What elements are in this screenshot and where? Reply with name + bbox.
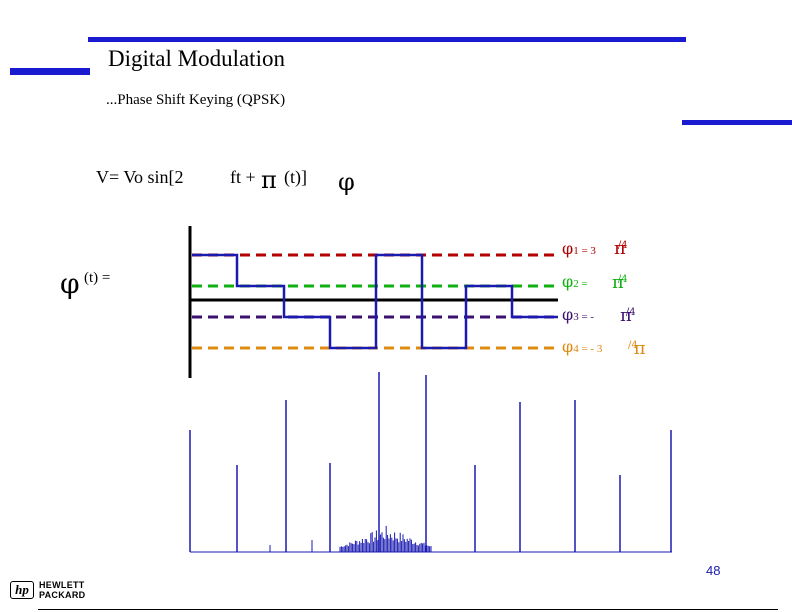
hp-logo-mark: hp	[10, 581, 34, 599]
footer-rule	[38, 609, 778, 610]
right-accent-bar	[682, 120, 792, 125]
phi2-pi-fraction: π/4	[612, 272, 628, 293]
hp-logo: hp HEWLETT PACKARD	[10, 580, 92, 602]
phi3-frac: /4	[625, 307, 636, 318]
equation-ft: ft +	[230, 167, 256, 187]
phase-signal	[192, 253, 558, 350]
equation-pi-symbol: π	[261, 166, 277, 194]
hp-logo-line2: PACKARD	[39, 590, 86, 600]
slide-title: Digital Modulation	[108, 46, 285, 71]
level-label-phi1: φ1 = 3	[562, 239, 596, 258]
phi2-subscript: 2	[573, 278, 579, 290]
level-label-phi3: φ3 = -	[562, 305, 594, 324]
phi1-value: = 3	[581, 245, 596, 257]
phi1-symbol: φ	[562, 239, 574, 258]
phi3-pi: π	[620, 305, 632, 326]
phi2-frac: /4	[617, 274, 628, 285]
phi-t-symbol: φ	[60, 267, 80, 300]
phi2-pi: π	[612, 272, 624, 293]
phi3-subscript: 3	[573, 311, 579, 323]
phi1-subscript: 1	[573, 245, 579, 257]
level-label-phi4: φ4 = - 3	[562, 337, 602, 356]
phi2-symbol: φ	[562, 272, 574, 291]
hp-logo-line1: HEWLETT	[39, 580, 85, 590]
equation-phi-symbol: φ	[338, 168, 355, 196]
left-accent-bar	[10, 68, 90, 75]
phi3-symbol: φ	[562, 305, 574, 324]
phi4-pi: π	[633, 338, 646, 359]
phi-t-label: (t) =	[84, 270, 111, 286]
phi3-value: = -	[581, 311, 595, 323]
phi4-pi-fraction: /4π	[628, 338, 646, 359]
phi4-frac: /4	[628, 340, 638, 351]
phi4-value: = - 3	[581, 343, 603, 355]
phi4-symbol: φ	[562, 337, 574, 356]
page-number: 48	[706, 563, 721, 578]
phi1-pi: π	[614, 238, 626, 259]
level-label-phi2: φ2 =	[562, 272, 588, 291]
phi4-subscript: 4	[573, 343, 579, 355]
phi2-value: =	[581, 278, 588, 290]
phi3-pi-fraction: π/4	[620, 305, 636, 326]
phi1-frac: /4	[617, 240, 628, 251]
equation-t-close: (t)]	[284, 167, 307, 187]
equation-lhs: V= Vo sin[2	[96, 167, 184, 187]
phi1-pi-fraction: π/4	[614, 238, 628, 259]
header-rule	[88, 37, 686, 42]
slide-subtitle: ...Phase Shift Keying (QPSK)	[106, 92, 286, 108]
